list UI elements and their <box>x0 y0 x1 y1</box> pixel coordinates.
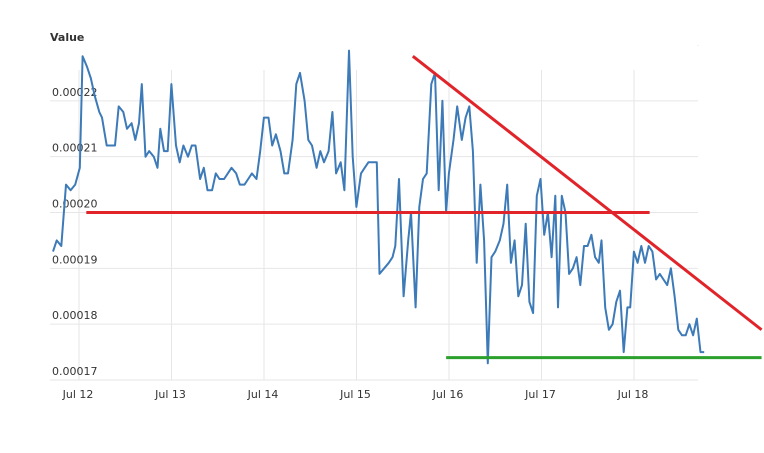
y-tick-label: 0.00019 <box>52 253 98 266</box>
y-tick-label: 0.00017 <box>52 365 98 378</box>
x-tick-label: Jul 14 <box>247 388 279 401</box>
x-tick-label: Jul 15 <box>339 388 371 401</box>
x-tick-label: Jul 13 <box>154 388 186 401</box>
x-tick-label: Jul 17 <box>524 388 556 401</box>
y-tick-label: 0.00020 <box>52 198 98 211</box>
y-tick-label: 0.00018 <box>52 309 98 322</box>
x-tick-label: Jul 12 <box>62 388 94 401</box>
grid <box>50 45 699 381</box>
series-layer <box>52 49 705 365</box>
resistance-line <box>411 54 763 331</box>
y-tick-label: 0.00021 <box>52 142 98 155</box>
x-axis-ticks: Jul 12 Jul 13 Jul 14 Jul 15 Jul 16 Jul 17 Jul … <box>62 388 649 401</box>
y-axis-ticks: 0.00017 0.00018 0.00019 0.00020 0.00021 0.000… <box>52 86 98 378</box>
x-tick-label: Jul 16 <box>432 388 464 401</box>
y-tick-label: 0.00022 <box>52 86 98 99</box>
annotation-layer <box>86 54 763 360</box>
series-line <box>52 49 705 365</box>
y-axis-title: Value <box>50 31 84 44</box>
x-tick-label: Jul 18 <box>617 388 649 401</box>
